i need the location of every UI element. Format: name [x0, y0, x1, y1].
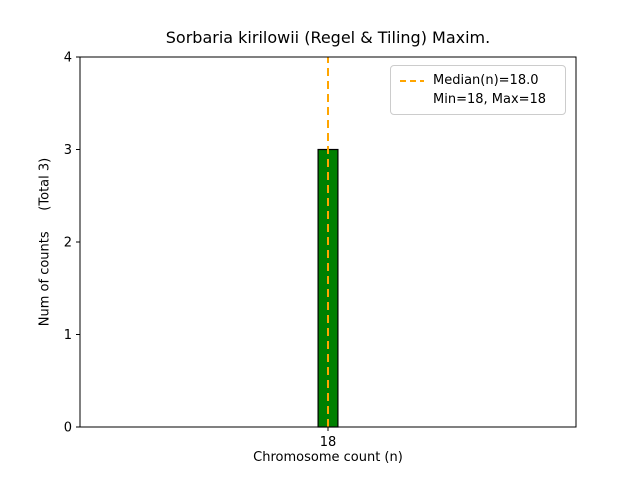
y-tick-label: 3 — [64, 143, 72, 158]
legend-spacer — [399, 93, 425, 107]
x-tick-label: 18 — [320, 435, 337, 450]
legend-entry-median: Median(n)=18.0 — [399, 71, 557, 90]
y-tick-label: 4 — [64, 51, 72, 66]
y-tick-label: 0 — [64, 421, 72, 436]
y-tick-label: 1 — [64, 328, 72, 343]
y-axis-label: Num of counts (Total 3) — [37, 157, 53, 327]
legend-entry-minmax: Min=18, Max=18 — [399, 90, 557, 109]
chart-title: Sorbaria kirilowii (Regel & Tiling) Maxi… — [165, 28, 491, 47]
median-dashed-line-sample — [400, 79, 424, 82]
legend-label-median: Median(n)=18.0 — [433, 73, 539, 88]
x-axis-label: Chromosome count (n) — [253, 450, 403, 465]
legend-label-minmax: Min=18, Max=18 — [433, 92, 547, 107]
y-tick-label: 2 — [64, 236, 72, 251]
legend: Median(n)=18.0 Min=18, Max=18 — [390, 65, 566, 115]
